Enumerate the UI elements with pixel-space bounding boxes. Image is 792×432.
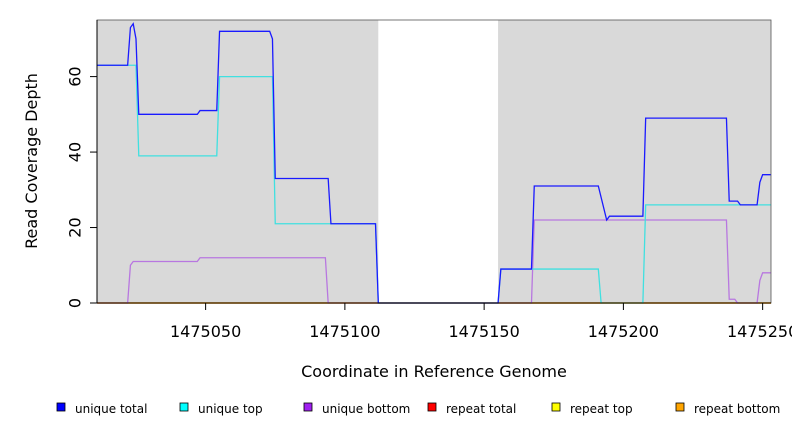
legend-label: unique bottom bbox=[322, 402, 410, 416]
x-axis-title: Coordinate in Reference Genome bbox=[301, 362, 567, 381]
x-tick-label: 1475250 bbox=[727, 322, 792, 341]
legend-label: unique total bbox=[75, 402, 147, 416]
legend-label: unique top bbox=[198, 402, 263, 416]
legend-swatch bbox=[303, 402, 313, 412]
legend-swatch bbox=[179, 402, 189, 412]
x-tick-label: 1475150 bbox=[448, 322, 519, 341]
axes: 0 20 40 60 1475050 1475100 1475150 1475200 14752… bbox=[66, 19, 792, 341]
uncovered-region-layer bbox=[378, 20, 499, 303]
y-tick-label: 0 bbox=[66, 298, 85, 308]
uncovered-region bbox=[378, 20, 499, 303]
x-tick-label: 1475200 bbox=[588, 322, 659, 341]
y-tick-label: 20 bbox=[66, 217, 85, 237]
legend-label: repeat total bbox=[446, 402, 516, 416]
legend-label: repeat bottom bbox=[694, 402, 780, 416]
legend-swatch bbox=[675, 402, 685, 412]
legend-label: repeat top bbox=[570, 402, 633, 416]
legend: unique total unique top unique bottom repea… bbox=[56, 402, 780, 416]
series-line-unique-bottom bbox=[97, 219, 771, 304]
legend-swatch bbox=[551, 402, 561, 412]
y-tick-label: 60 bbox=[66, 66, 85, 86]
legend-swatch bbox=[427, 402, 437, 412]
legend-swatch bbox=[56, 402, 66, 412]
x-tick-label: 1475100 bbox=[309, 322, 380, 341]
y-tick-label: 40 bbox=[66, 142, 85, 162]
y-axis-title: Read Coverage Depth bbox=[22, 73, 41, 249]
x-tick-label: 1475050 bbox=[170, 322, 241, 341]
